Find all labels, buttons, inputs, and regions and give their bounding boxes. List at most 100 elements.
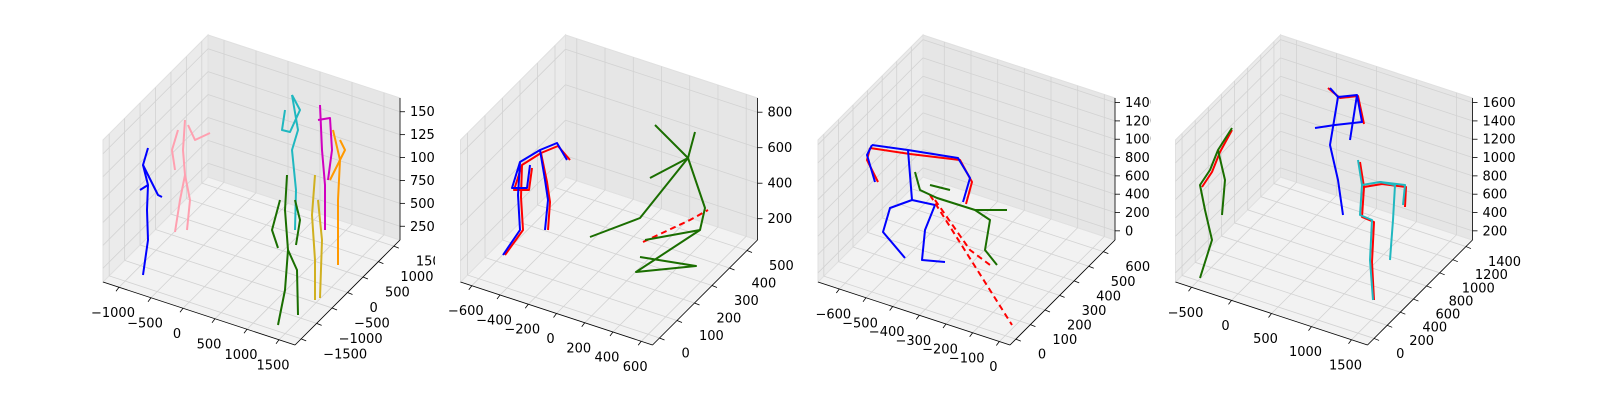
x-tick-label: 0	[1221, 319, 1229, 334]
grid-line	[565, 84, 758, 149]
grid-line	[207, 162, 401, 227]
y-tick-label: 500	[1111, 275, 1136, 290]
skeleton-limb	[502, 161, 521, 256]
tick-mark	[1015, 338, 1021, 342]
tick-mark	[676, 320, 683, 323]
y-tick-label: 500	[385, 286, 410, 301]
grid-line	[207, 117, 401, 181]
grid-line	[882, 217, 1075, 282]
tick-mark	[1308, 326, 1312, 331]
skeleton-limb	[142, 164, 163, 198]
tick-mark	[362, 276, 369, 280]
tick-mark	[1373, 338, 1380, 341]
tick-mark	[1074, 280, 1080, 284]
grid-line	[1351, 234, 1457, 341]
grid-line	[207, 71, 401, 136]
y-tick-label: 1200	[1475, 268, 1508, 283]
axis-line	[1367, 239, 1473, 346]
z-tick-label: 1200	[1483, 133, 1516, 148]
panel: −1000−500050010001500−1500−1000−50005001…	[91, 33, 443, 373]
grid-line	[565, 48, 758, 113]
axis-line	[460, 281, 653, 346]
x-tick-label: −1000	[91, 306, 135, 321]
z-tick-label: 750	[410, 174, 435, 189]
x-tick-label: 500	[1253, 332, 1278, 347]
y-tick-label: 0	[1038, 348, 1046, 363]
y-tick-label: 0	[370, 301, 378, 316]
tick-mark	[331, 307, 338, 311]
y-tick-label: 600	[1435, 308, 1460, 323]
tick-mark	[1228, 300, 1232, 305]
tick-mark	[275, 339, 280, 344]
grid-line	[922, 112, 1116, 177]
skeleton-limb	[539, 149, 549, 231]
skeleton-limb	[294, 199, 301, 246]
tick-mark	[942, 323, 947, 329]
y-tick-label: −500	[354, 316, 390, 331]
skeleton-limb	[311, 174, 316, 300]
tick-mark	[468, 285, 473, 290]
skeleton-limb	[332, 129, 341, 265]
grid-line	[922, 75, 1116, 140]
skeleton-limb	[1379, 181, 1396, 261]
grid-line	[1181, 275, 1375, 339]
grid-line	[460, 84, 566, 190]
tick-mark	[1465, 246, 1472, 249]
z-tick-label: 200	[768, 212, 793, 227]
grid-line	[922, 39, 1116, 103]
tick-mark	[1452, 259, 1458, 263]
x-tick-label: 1000	[224, 348, 257, 363]
z-tick-label: 250	[410, 220, 435, 235]
panel: −600−400−2000200400600010020030040050020…	[448, 33, 793, 375]
z-tick-label: 1500	[410, 105, 443, 120]
y-tick-label: 100	[699, 329, 724, 344]
skeleton-limb	[317, 199, 323, 299]
skeleton-limb	[934, 199, 991, 266]
grid-line	[1175, 167, 1281, 274]
tick-mark	[1044, 309, 1051, 313]
axis-line	[817, 281, 1011, 346]
x-tick-label: 0	[989, 360, 997, 375]
grid-line	[892, 201, 998, 307]
grid-line	[1221, 235, 1414, 300]
y-tick-label: 200	[1409, 334, 1434, 349]
y-tick-label: −1000	[339, 332, 383, 347]
grid-line	[565, 155, 758, 220]
tick-mark	[1059, 295, 1065, 298]
z-tick-label: 1400	[1125, 96, 1158, 111]
x-tick-label: 400	[595, 351, 620, 366]
grid-line	[1280, 149, 1473, 213]
axis-line	[1175, 281, 1368, 346]
tick-mark	[1088, 265, 1094, 269]
tick-mark	[609, 331, 614, 337]
tick-mark	[316, 323, 322, 326]
tick-mark	[862, 297, 867, 302]
grid-line	[1260, 196, 1453, 261]
grid-line	[471, 180, 578, 286]
grid-line	[919, 209, 1025, 316]
grid-line	[1273, 183, 1467, 247]
grid-line	[1231, 195, 1337, 301]
skeleton-limb	[1217, 149, 1226, 216]
grid-line	[484, 257, 678, 321]
skeleton-limb	[871, 144, 971, 203]
z-tick-label: 1000	[1483, 151, 1516, 166]
tick-mark	[746, 250, 753, 253]
grid-line	[207, 48, 401, 113]
z-tick-label: 800	[768, 106, 793, 121]
grid-line	[109, 275, 302, 340]
grid-line	[460, 48, 566, 155]
skeleton-limb	[287, 249, 299, 316]
tick-mark	[1103, 251, 1109, 255]
grid-line	[186, 198, 379, 262]
grid-line	[1175, 57, 1281, 164]
skeleton-limb	[1349, 94, 1358, 141]
z-tick-label: 400	[1483, 206, 1508, 221]
skeleton-limb	[142, 147, 149, 276]
grid-line	[170, 213, 364, 278]
grid-line	[1175, 130, 1281, 237]
grid-line	[999, 236, 1105, 342]
grid-line	[823, 275, 1016, 340]
tick-mark	[889, 306, 893, 311]
tick-mark	[1426, 285, 1432, 289]
